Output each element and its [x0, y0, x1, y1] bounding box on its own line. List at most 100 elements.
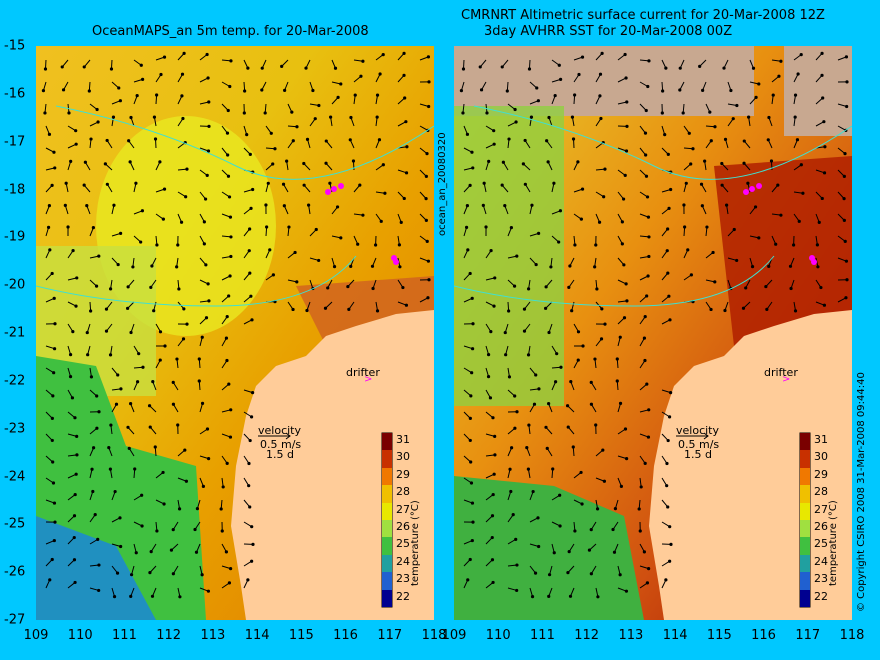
velocity-arrow-head — [71, 248, 75, 253]
velocity-arrow-head — [361, 59, 365, 63]
velocity-arrow-head — [698, 64, 702, 68]
velocity-arrow-head — [202, 220, 206, 224]
colorbar-tick-label: 30 — [396, 450, 410, 464]
velocity-arrow-head — [291, 307, 295, 312]
velocity-arrow-head — [206, 282, 210, 286]
velocity-arrow-head — [624, 282, 628, 286]
velocity-arrow-head — [746, 181, 750, 185]
velocity-arrow-head — [229, 235, 233, 239]
velocity-arrow-head — [317, 103, 321, 108]
velocity-arrow-head — [713, 280, 717, 284]
velocity-arrow-head — [96, 537, 100, 541]
x-tick-label: 118 — [421, 628, 447, 643]
cloud-mask-region — [784, 46, 852, 136]
velocity-arrow-head — [225, 358, 229, 363]
colorbar-swatch — [800, 502, 810, 520]
velocity-arrow-head — [361, 213, 365, 217]
velocity-arrow-head — [732, 227, 736, 232]
velocity-arrow-head — [119, 544, 123, 549]
velocity-arrow-head — [579, 217, 583, 221]
velocity-arrow-head — [642, 550, 646, 554]
velocity-arrow-head — [50, 438, 54, 443]
velocity-arrow-head — [291, 139, 295, 143]
velocity-arrow-head — [206, 149, 211, 153]
velocity-arrow-head — [105, 182, 109, 186]
velocity-arrow-head — [346, 284, 350, 289]
velocity-arrow-head — [801, 191, 805, 195]
velocity-arrow-head — [424, 174, 428, 178]
velocity-arrow-head — [537, 231, 541, 236]
velocity-arrow-head — [666, 152, 670, 157]
velocity-arrow-head — [618, 401, 623, 405]
velocity-arrow-head — [503, 203, 507, 208]
velocity-arrow-head — [119, 387, 123, 391]
velocity-arrow-head — [260, 66, 264, 70]
velocity-arrow-head — [601, 448, 605, 452]
velocity-arrow-head — [139, 63, 143, 67]
velocity-arrow-head — [295, 125, 299, 129]
velocity-arrow-head — [602, 479, 606, 483]
velocity-arrow-head — [112, 595, 117, 599]
velocity-arrow-head — [723, 308, 727, 313]
velocity-arrow-head — [469, 460, 473, 464]
velocity-arrow-head — [667, 415, 672, 419]
velocity-arrow-head — [544, 285, 548, 289]
velocity-arrow-head — [126, 425, 130, 429]
velocity-arrow-head — [510, 446, 514, 450]
velocity-arrow-head — [747, 115, 751, 119]
velocity-arrow-head — [665, 249, 669, 253]
colorbar-tick-label: 27 — [814, 502, 828, 516]
velocity-arrow-head — [282, 204, 286, 208]
velocity-arrow-head — [91, 489, 95, 494]
velocity-arrow-head — [513, 426, 517, 430]
velocity-arrow-head — [175, 265, 179, 269]
velocity-arrow-head — [547, 330, 551, 335]
velocity-arrow-head — [515, 254, 519, 258]
velocity-arrow-head — [182, 307, 186, 311]
velocity-arrow-head — [619, 484, 623, 488]
velocity-arrow-head — [843, 239, 847, 243]
velocity-arrow-head — [263, 111, 267, 115]
velocity-arrow-head — [195, 507, 200, 511]
velocity-arrow-head — [468, 416, 472, 420]
velocity-arrow-head — [403, 96, 407, 100]
velocity-arrow-head — [552, 551, 556, 555]
velocity-arrow-head — [669, 187, 673, 192]
velocity-arrow-head — [532, 402, 537, 406]
velocity-arrow-head — [729, 88, 733, 93]
colorbar-tick-label: 31 — [396, 433, 410, 446]
colorbar-swatch — [800, 485, 810, 503]
velocity-arrow-head — [111, 115, 116, 119]
velocity-arrow-head — [219, 507, 223, 511]
velocity-arrow-head — [169, 548, 174, 552]
velocity-arrow-head — [402, 73, 406, 77]
velocity-arrow-head — [468, 183, 472, 187]
velocity-days-right: 1.5 d — [684, 448, 712, 461]
velocity-arrow-head — [248, 438, 252, 443]
velocity-arrow-head — [622, 316, 627, 320]
velocity-arrow-head — [204, 263, 208, 267]
velocity-arrow-head — [97, 563, 101, 567]
velocity-arrow-head — [521, 162, 525, 166]
velocity-arrow-head — [779, 213, 783, 217]
velocity-arrow-head — [566, 571, 570, 575]
velocity-arrow-head — [711, 250, 715, 255]
velocity-arrow-head — [647, 254, 651, 259]
velocity-arrow-head — [349, 264, 353, 268]
y-tick-label: -20 — [4, 277, 26, 293]
velocity-arrow-head — [668, 318, 672, 322]
colorbar-swatch — [800, 467, 810, 486]
velocity-arrow-head — [645, 382, 649, 386]
velocity-arrow-head — [587, 548, 592, 552]
colorbar-swatch — [382, 450, 392, 468]
velocity-arrow-head — [507, 375, 512, 379]
velocity-arrow-head — [249, 206, 253, 211]
colorbar-tick-label: 29 — [814, 467, 828, 481]
velocity-arrow-head — [469, 481, 474, 485]
velocity-arrow-head — [845, 80, 849, 84]
velocity-arrow-head — [87, 89, 91, 93]
velocity-arrow-head — [820, 196, 824, 201]
velocity-arrow-head — [226, 153, 230, 157]
velocity-arrow-head — [615, 379, 619, 383]
bathymetry-contour — [473, 105, 852, 180]
